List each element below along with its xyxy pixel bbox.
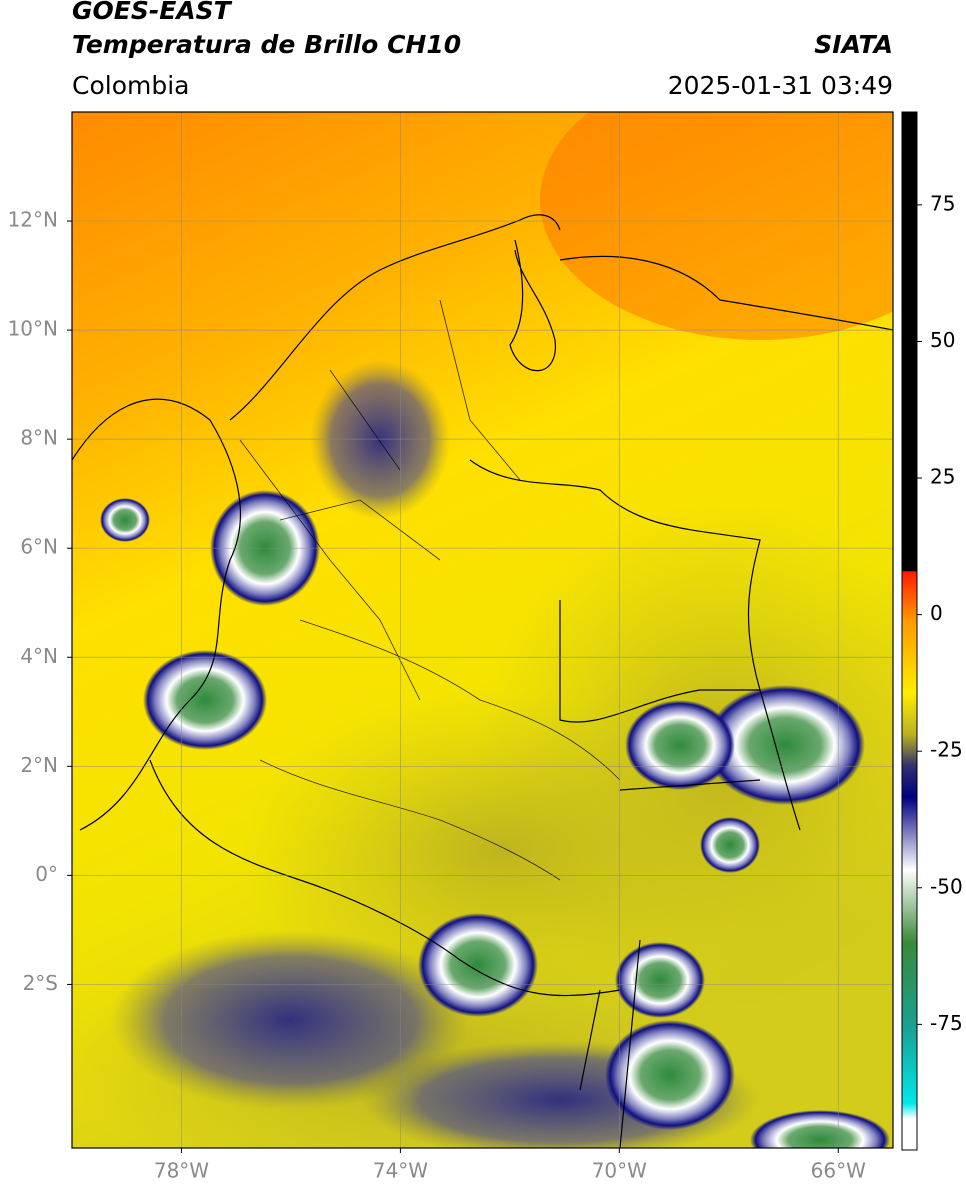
- x-tick-label: 66°W: [811, 1159, 866, 1183]
- x-tick-label: 78°W: [154, 1159, 209, 1183]
- subtitle: Temperatura de Brillo CH10: [72, 30, 461, 59]
- map-frame: [71, 111, 894, 1149]
- y-tick-label: 2°S: [23, 971, 58, 995]
- y-tick-label: 2°N: [20, 753, 58, 777]
- y-tick-label: 12°N: [8, 208, 58, 232]
- colorbar-tick-label: 25: [930, 465, 955, 489]
- satellite-image: [72, 112, 893, 1148]
- colorbar-tick-label: 0: [930, 601, 943, 625]
- source: SIATA: [814, 30, 893, 59]
- colorbar-tick-label: 75: [930, 191, 955, 215]
- colorbar-tick-label: -75: [930, 1011, 963, 1035]
- y-tick-label: 8°N: [20, 426, 58, 450]
- colorbar-tick-label: -25: [930, 738, 963, 762]
- colorbar-tick-label: 50: [930, 328, 955, 352]
- region: Colombia: [72, 71, 189, 100]
- colorbar: [901, 111, 918, 1151]
- y-tick-label: 0°: [35, 862, 58, 886]
- y-tick-label: 10°N: [8, 317, 58, 341]
- y-tick-label: 4°N: [20, 644, 58, 668]
- x-tick-label: 70°W: [592, 1159, 647, 1183]
- grid: [72, 112, 893, 1148]
- title: GOES-EAST: [72, 0, 233, 25]
- colorbar-tick-label: -50: [930, 874, 963, 898]
- x-tick-label: 74°W: [373, 1159, 428, 1183]
- y-tick-label: 6°N: [20, 535, 58, 559]
- timestamp: 2025-01-31 03:49: [668, 71, 893, 100]
